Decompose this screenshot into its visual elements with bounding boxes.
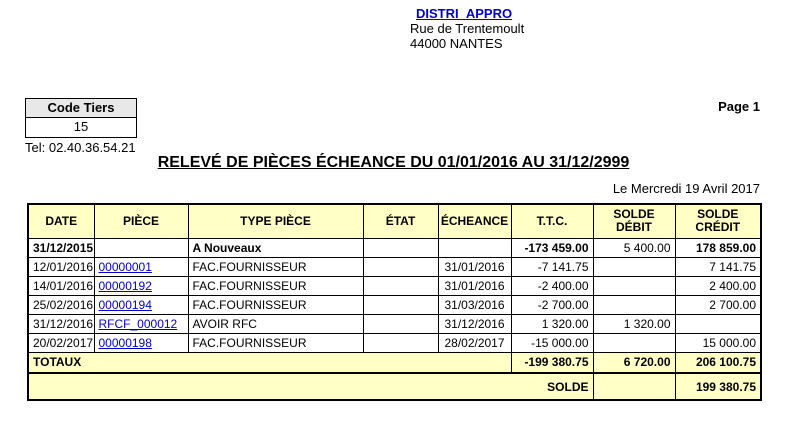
cell-ttc: -7 141.75 xyxy=(510,256,594,277)
column-header-5: T.T.C. xyxy=(510,203,594,239)
totals-debit: 6 720.00 xyxy=(592,351,676,374)
cell-type-piece: FAC.FOURNISSEUR xyxy=(187,294,364,315)
piece-document-link[interactable]: RFCF_000012 xyxy=(98,316,178,331)
tiers-phone: Tel: 02.40.36.54.21 xyxy=(25,140,136,155)
cell-solde-credit xyxy=(674,313,762,334)
cell-ttc: -173 459.00 xyxy=(510,237,594,258)
cell-echeance: 31/12/2016 xyxy=(437,313,512,334)
cell-solde-debit: 1 320.00 xyxy=(592,313,676,334)
cell-solde-credit: 178 859.00 xyxy=(674,237,762,258)
piece-document-link[interactable]: 00000001 xyxy=(98,259,152,274)
column-header-0: DATE xyxy=(27,203,95,239)
cell-piece: 00000001 xyxy=(93,256,189,277)
company-name-link[interactable]: DISTRI_APPRO xyxy=(416,6,513,21)
table-row: 12/01/2016 00000001 FAC.FOURNISSEUR 31/01/2… xyxy=(27,256,762,277)
piece-document-link[interactable]: 00000194 xyxy=(98,297,152,312)
cell-type-piece: AVOIR RFC xyxy=(187,313,364,334)
solde-row: SOLDE 199 380.75 xyxy=(27,372,762,401)
table-row: 20/02/2017 00000198 FAC.FOURNISSEUR 28/02/2… xyxy=(27,332,762,353)
table-row: 14/01/2016 00000192 FAC.FOURNISSEUR 31/01/2… xyxy=(27,275,762,296)
cell-etat xyxy=(362,237,439,258)
cell-echeance xyxy=(437,237,512,258)
table-header-row: DATE PIÈCE TYPE PIÈCE ÉTAT ÉCHEANCE T.T.C. SOL… xyxy=(27,203,762,239)
company-header: DISTRI_APPRO Rue de Trentemoult 44000 NA… xyxy=(410,6,524,51)
cell-echeance: 31/01/2016 xyxy=(437,275,512,296)
code-tiers-box: Code Tiers 15 xyxy=(25,98,137,138)
cell-echeance: 28/02/2017 xyxy=(437,332,512,353)
cell-echeance: 31/03/2016 xyxy=(437,294,512,315)
page-number: Page 1 xyxy=(718,99,760,114)
column-header-2: TYPE PIÈCE xyxy=(187,203,364,239)
column-header-1: PIÈCE xyxy=(93,203,189,239)
cell-piece xyxy=(93,237,189,258)
cell-date: 31/12/2016 xyxy=(27,313,95,334)
column-header-6: SOLDE DÉBIT xyxy=(592,203,676,239)
cell-type-piece: FAC.FOURNISSEUR xyxy=(187,256,364,277)
table-row: 31/12/2016 RFCF_000012 AVOIR RFC 31/12/2016… xyxy=(27,313,762,334)
cell-etat xyxy=(362,275,439,296)
cell-solde-debit xyxy=(592,294,676,315)
cell-solde-debit xyxy=(592,332,676,353)
column-header-7: SOLDE CRÉDIT xyxy=(674,203,762,239)
totals-label: TOTAUX xyxy=(27,351,512,374)
code-tiers-value: 15 xyxy=(26,118,136,137)
piece-document-link[interactable]: 00000192 xyxy=(98,278,152,293)
company-address-line2: 44000 NANTES xyxy=(410,36,503,51)
column-header-3: ÉTAT xyxy=(362,203,439,239)
cell-type-piece: FAC.FOURNISSEUR xyxy=(187,332,364,353)
cell-solde-credit: 2 700.00 xyxy=(674,294,762,315)
cell-solde-credit: 2 400.00 xyxy=(674,275,762,296)
totals-ttc: -199 380.75 xyxy=(510,351,594,374)
cell-date: 31/12/2015 xyxy=(27,237,95,258)
cell-ttc: -2 400.00 xyxy=(510,275,594,296)
pieces-table: DATE PIÈCE TYPE PIÈCE ÉTAT ÉCHEANCE T.T.C. SOL… xyxy=(27,203,762,401)
solde-credit: 199 380.75 xyxy=(674,372,762,401)
totals-row: TOTAUX -199 380.75 6 720.00 206 100.75 xyxy=(27,351,762,374)
cell-echeance: 31/01/2016 xyxy=(437,256,512,277)
table-row: 31/12/2015 A Nouveaux -173 459.00 5 400.00 1… xyxy=(27,237,762,258)
cell-date: 25/02/2016 xyxy=(27,294,95,315)
cell-type-piece: A Nouveaux xyxy=(187,237,364,258)
code-tiers-header: Code Tiers xyxy=(26,99,136,118)
cell-date: 14/01/2016 xyxy=(27,275,95,296)
cell-solde-credit: 15 000.00 xyxy=(674,332,762,353)
column-header-4: ÉCHEANCE xyxy=(437,203,512,239)
table-row: 25/02/2016 00000194 FAC.FOURNISSEUR 31/03/2… xyxy=(27,294,762,315)
cell-piece: 00000198 xyxy=(93,332,189,353)
cell-type-piece: FAC.FOURNISSEUR xyxy=(187,275,364,296)
cell-etat xyxy=(362,313,439,334)
cell-piece: 00000192 xyxy=(93,275,189,296)
cell-piece: 00000194 xyxy=(93,294,189,315)
cell-ttc: -2 700.00 xyxy=(510,294,594,315)
cell-solde-debit xyxy=(592,256,676,277)
company-address-line1: Rue de Trentemoult xyxy=(410,21,525,36)
cell-solde-credit: 7 141.75 xyxy=(674,256,762,277)
cell-solde-debit xyxy=(592,275,676,296)
cell-solde-debit: 5 400.00 xyxy=(592,237,676,258)
solde-debit xyxy=(592,372,676,401)
cell-etat xyxy=(362,294,439,315)
report-date: Le Mercredi 19 Avril 2017 xyxy=(612,181,760,196)
cell-ttc: 1 320.00 xyxy=(510,313,594,334)
cell-etat xyxy=(362,332,439,353)
cell-piece: RFCF_000012 xyxy=(93,313,189,334)
report-title: RELEVÉ DE PIÈCES ÉCHEANCE DU 01/01/2016 … xyxy=(157,154,630,171)
cell-ttc: -15 000.00 xyxy=(510,332,594,353)
piece-document-link[interactable]: 00000198 xyxy=(98,335,152,350)
cell-etat xyxy=(362,256,439,277)
solde-label: SOLDE xyxy=(27,372,594,401)
totals-credit: 206 100.75 xyxy=(674,351,762,374)
cell-date: 12/01/2016 xyxy=(27,256,95,277)
cell-date: 20/02/2017 xyxy=(27,332,95,353)
